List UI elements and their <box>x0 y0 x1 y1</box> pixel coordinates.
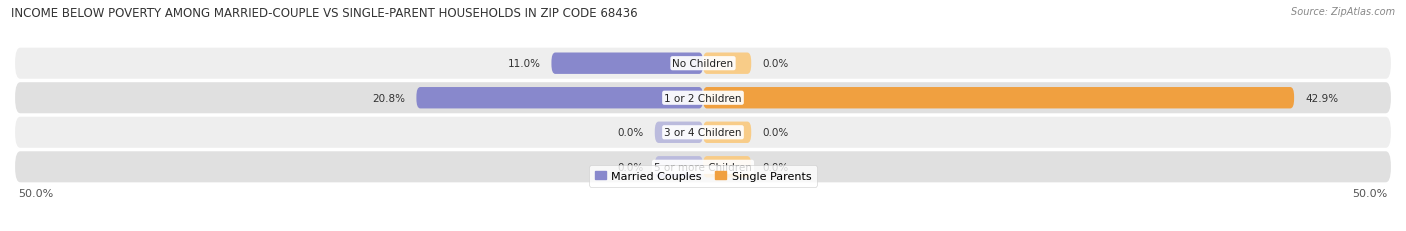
FancyBboxPatch shape <box>416 88 703 109</box>
FancyBboxPatch shape <box>703 53 751 75</box>
Legend: Married Couples, Single Parents: Married Couples, Single Parents <box>589 166 817 187</box>
Text: INCOME BELOW POVERTY AMONG MARRIED-COUPLE VS SINGLE-PARENT HOUSEHOLDS IN ZIP COD: INCOME BELOW POVERTY AMONG MARRIED-COUPL… <box>11 7 638 20</box>
FancyBboxPatch shape <box>655 156 703 178</box>
Text: 0.0%: 0.0% <box>617 162 644 172</box>
Text: Source: ZipAtlas.com: Source: ZipAtlas.com <box>1291 7 1395 17</box>
Text: 42.9%: 42.9% <box>1305 93 1339 103</box>
FancyBboxPatch shape <box>655 122 703 143</box>
Text: 50.0%: 50.0% <box>1353 188 1388 198</box>
FancyBboxPatch shape <box>14 47 1392 80</box>
Text: 0.0%: 0.0% <box>617 128 644 138</box>
Text: 3 or 4 Children: 3 or 4 Children <box>664 128 742 138</box>
FancyBboxPatch shape <box>703 156 751 178</box>
FancyBboxPatch shape <box>14 116 1392 149</box>
Text: 20.8%: 20.8% <box>373 93 405 103</box>
FancyBboxPatch shape <box>14 82 1392 115</box>
Text: 11.0%: 11.0% <box>508 59 540 69</box>
Text: 0.0%: 0.0% <box>762 162 789 172</box>
Text: 50.0%: 50.0% <box>18 188 53 198</box>
Text: 1 or 2 Children: 1 or 2 Children <box>664 93 742 103</box>
Text: 0.0%: 0.0% <box>762 59 789 69</box>
FancyBboxPatch shape <box>703 122 751 143</box>
Text: 5 or more Children: 5 or more Children <box>654 162 752 172</box>
FancyBboxPatch shape <box>551 53 703 75</box>
Text: No Children: No Children <box>672 59 734 69</box>
Text: 0.0%: 0.0% <box>762 128 789 138</box>
FancyBboxPatch shape <box>703 88 1294 109</box>
FancyBboxPatch shape <box>14 151 1392 184</box>
